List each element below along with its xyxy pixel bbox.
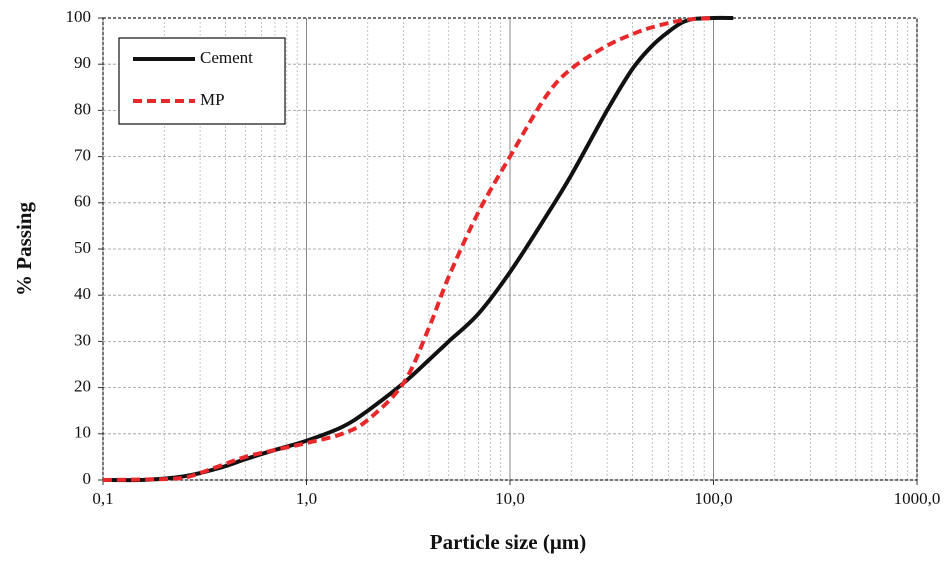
- x-tick-label: 1000,0: [894, 489, 941, 508]
- x-tick-label: 1,0: [296, 489, 317, 508]
- y-tick-label: 80: [74, 99, 91, 118]
- y-tick-label: 100: [66, 7, 92, 26]
- y-tick-label: 50: [74, 238, 91, 257]
- legend-label: MP: [200, 90, 225, 109]
- y-axis-title: % Passing: [12, 202, 36, 296]
- y-tick-label: 60: [74, 192, 91, 211]
- plot-border: [102, 17, 918, 481]
- y-tick-label: 0: [83, 469, 92, 488]
- y-tick-label: 20: [74, 377, 91, 396]
- legend-box: [118, 37, 286, 125]
- y-tick-label: 30: [74, 330, 91, 349]
- y-tick-label: 70: [74, 146, 91, 165]
- series-line: [102, 16, 714, 482]
- x-axis-title: Particle size (μm): [430, 530, 587, 554]
- x-tick-label: 100,0: [694, 489, 732, 508]
- legend-label: Cement: [200, 48, 253, 67]
- x-tick-label: 0,1: [92, 489, 113, 508]
- y-tick-label: 40: [74, 284, 91, 303]
- y-tick-label: 90: [74, 53, 91, 72]
- y-tick-label: 10: [74, 423, 91, 442]
- x-tick-label: 10,0: [495, 489, 525, 508]
